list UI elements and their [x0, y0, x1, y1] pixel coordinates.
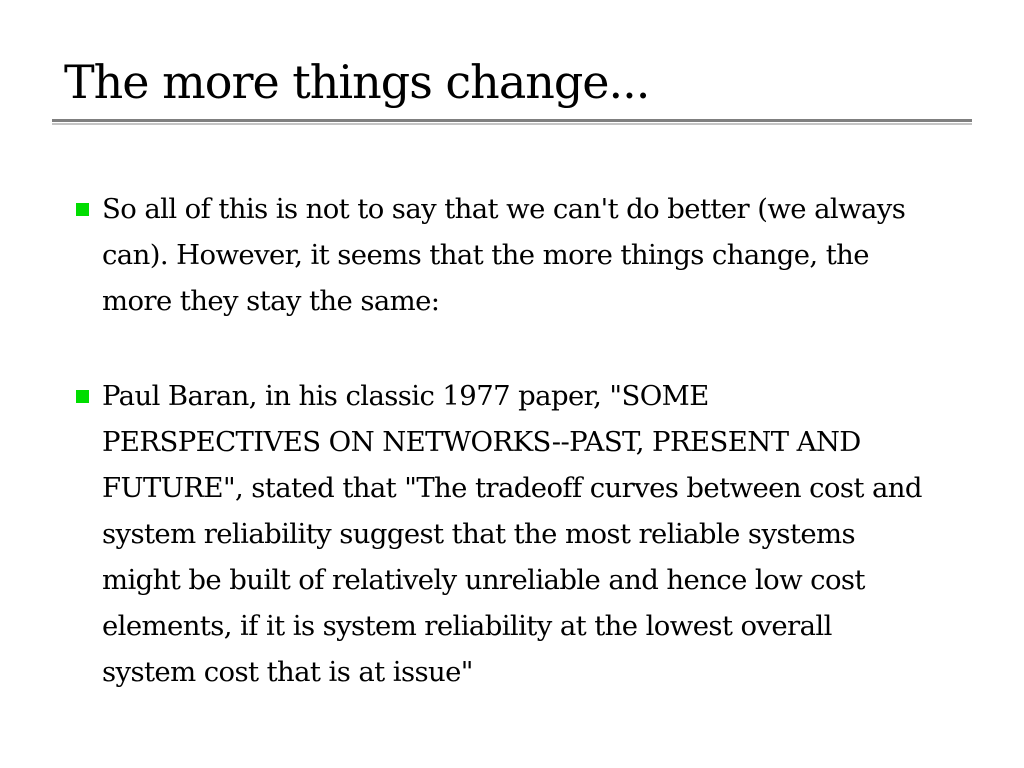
bullet-text: So all of this is not to say that we can… — [102, 193, 906, 317]
title-divider — [52, 119, 972, 125]
green-square-bullet-icon — [76, 203, 89, 216]
slide-title: The more things change... — [64, 55, 650, 109]
bullet-text: Paul Baran, in his classic 1977 paper, "… — [102, 380, 922, 688]
bullet-item: So all of this is not to say that we can… — [76, 186, 932, 324]
bullet-item: Paul Baran, in his classic 1977 paper, "… — [76, 373, 932, 695]
green-square-bullet-icon — [76, 390, 89, 403]
